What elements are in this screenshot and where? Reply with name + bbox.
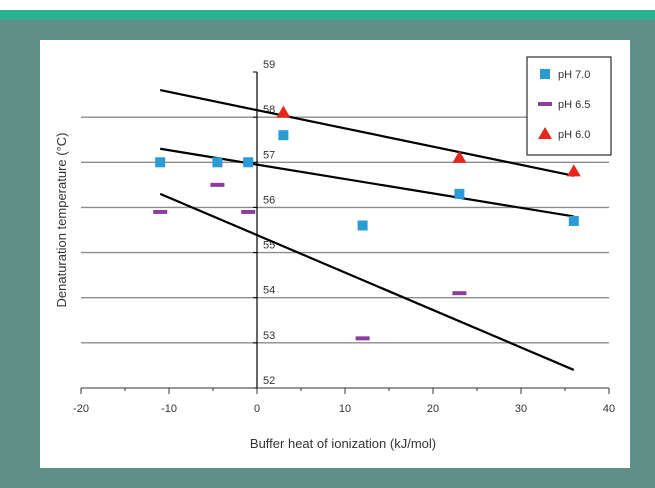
data-point <box>355 336 370 341</box>
data-point <box>153 209 168 214</box>
legend: pH 7.0 pH 6.5 pH 6.0 <box>526 56 612 156</box>
data-point <box>212 157 223 168</box>
data-point <box>155 157 166 168</box>
y-tick-label: 53 <box>263 330 275 342</box>
fit-line <box>159 192 575 371</box>
top-stripe <box>0 10 655 20</box>
y-tick-label: 56 <box>263 194 275 206</box>
legend-marker <box>538 102 552 106</box>
legend-marker <box>538 127 552 139</box>
x-tick-label: 10 <box>339 403 351 415</box>
x-tick-label: 30 <box>515 403 527 415</box>
data-point <box>243 157 254 168</box>
data-point <box>278 130 289 141</box>
y-tick-label: 59 <box>263 59 275 71</box>
data-point <box>241 209 256 214</box>
data-point <box>452 291 467 296</box>
x-tick-label: 40 <box>603 403 615 415</box>
fit-line <box>160 147 574 218</box>
data-point <box>454 188 465 199</box>
x-tick-label: 0 <box>254 403 260 415</box>
x-tick-label: -20 <box>73 403 89 415</box>
y-tick-label: 52 <box>263 375 275 387</box>
data-point <box>568 215 579 226</box>
data-point <box>210 182 225 187</box>
data-point <box>566 164 581 177</box>
legend-label: pH 6.5 <box>558 99 590 111</box>
x-axis-label: Buffer heat of ionization (kJ/mol) <box>250 436 436 451</box>
x-tick-label: 20 <box>427 403 439 415</box>
points-layer <box>153 105 581 341</box>
fit-line <box>159 88 575 177</box>
grid-layer <box>81 116 609 344</box>
top-band <box>0 0 655 10</box>
y-tick-label: 54 <box>263 285 275 297</box>
legend-label: pH 6.0 <box>558 129 590 141</box>
data-point <box>276 105 291 118</box>
y-tick-label: 57 <box>263 149 275 161</box>
fit-layer <box>159 88 575 371</box>
y-axis-label: Denaturation temperature (°C) <box>54 133 69 308</box>
legend-label: pH 7.0 <box>558 69 590 81</box>
data-point <box>357 220 368 231</box>
data-point <box>452 150 467 163</box>
x-tick-label: -10 <box>161 403 177 415</box>
legend-marker <box>540 69 550 79</box>
